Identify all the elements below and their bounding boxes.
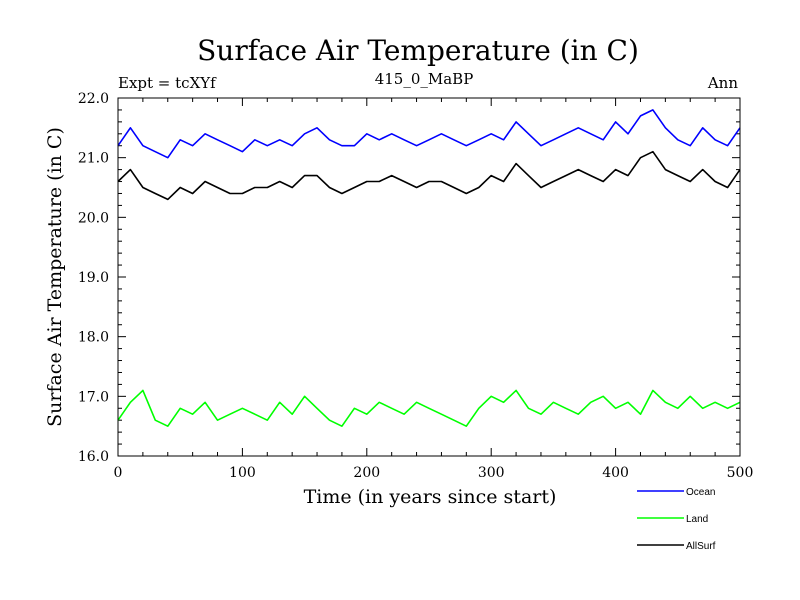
- legend-label-land: Land: [686, 514, 708, 525]
- series-lines: [117, 109, 741, 428]
- y-tick-label: 16.0: [78, 449, 109, 465]
- series-line-allsurf: [117, 150, 741, 201]
- x-tick-label: 300: [478, 465, 505, 481]
- plot-frame: [117, 97, 741, 457]
- y-tick-label: 18.0: [78, 330, 109, 346]
- y-axis-label: Surface Air Temperature (in C): [44, 127, 66, 427]
- x-tick-label: 0: [114, 465, 123, 481]
- x-axis-label: Time (in years since start): [304, 486, 557, 508]
- x-axis-ticks: 0 100 200 300 400 500: [114, 98, 754, 481]
- legend-label-ocean: Ocean: [686, 487, 715, 498]
- y-axis-ticks: 16.0 17.0 18.0 19.0 20.0 21.0 22.0: [78, 91, 740, 465]
- series-line-ocean: [117, 109, 741, 159]
- chart-title: Surface Air Temperature (in C): [197, 34, 639, 67]
- x-tick-label: 400: [602, 465, 629, 481]
- legend: Ocean Land AllSurf: [637, 487, 716, 552]
- y-tick-label: 22.0: [78, 91, 109, 107]
- y-tick-label: 17.0: [78, 389, 109, 405]
- chart-subtitle-left: Expt = tcXYf: [118, 74, 217, 92]
- legend-label-allsurf: AllSurf: [686, 541, 716, 552]
- chart-subtitle-center: 415_0_MaBP: [375, 70, 474, 88]
- series-line-land: [117, 389, 741, 428]
- y-tick-label: 20.0: [78, 210, 109, 226]
- x-tick-label: 500: [727, 465, 754, 481]
- x-tick-label: 200: [353, 465, 380, 481]
- chart-subtitle-right: Ann: [707, 74, 738, 92]
- y-tick-label: 19.0: [78, 270, 109, 286]
- x-tick-label: 100: [229, 465, 256, 481]
- y-tick-label: 21.0: [78, 151, 109, 167]
